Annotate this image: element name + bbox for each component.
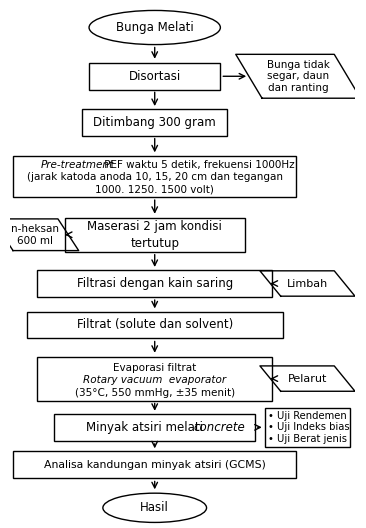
Text: Minyak atsiri melati: Minyak atsiri melati bbox=[86, 421, 206, 434]
Text: • Uji Indeks bias: • Uji Indeks bias bbox=[268, 422, 350, 432]
Bar bbox=[265, 408, 350, 447]
Bar bbox=[89, 63, 220, 90]
Text: concrete: concrete bbox=[193, 421, 245, 434]
Bar bbox=[13, 156, 296, 197]
Bar bbox=[65, 218, 244, 252]
Bar bbox=[27, 312, 283, 338]
Text: Maserasi 2 jam kondisi
tertutup: Maserasi 2 jam kondisi tertutup bbox=[87, 220, 222, 250]
Text: • Uji Berat jenis: • Uji Berat jenis bbox=[268, 433, 347, 444]
Bar bbox=[82, 109, 227, 136]
Bar bbox=[37, 356, 272, 401]
Text: (35°C, 550 mmHg, ±35 menit): (35°C, 550 mmHg, ±35 menit) bbox=[75, 388, 235, 398]
Text: Analisa kandungan minyak atsiri (GCMS): Analisa kandungan minyak atsiri (GCMS) bbox=[44, 460, 266, 470]
Text: Evaporasi filtrat: Evaporasi filtrat bbox=[113, 363, 196, 373]
Text: Hasil: Hasil bbox=[140, 501, 169, 514]
Text: (jarak katoda anoda 10, 15, 20 cm dan tegangan: (jarak katoda anoda 10, 15, 20 cm dan te… bbox=[27, 173, 283, 183]
Text: Disortasi: Disortasi bbox=[128, 70, 181, 83]
Text: Pelarut: Pelarut bbox=[288, 374, 327, 383]
Text: Rotary vacuum  evaporator: Rotary vacuum evaporator bbox=[83, 375, 226, 385]
Text: Pre-treatment: Pre-treatment bbox=[41, 161, 114, 170]
Text: Bunga tidak
segar, daun
dan ranting: Bunga tidak segar, daun dan ranting bbox=[267, 60, 329, 93]
Text: PEF waktu 5 detik, frekuensi 1000Hz: PEF waktu 5 detik, frekuensi 1000Hz bbox=[101, 161, 295, 170]
Bar bbox=[13, 451, 296, 478]
Text: 1000. 1250. 1500 volt): 1000. 1250. 1500 volt) bbox=[95, 185, 214, 195]
Bar bbox=[55, 414, 255, 441]
Text: • Uji Rendemen: • Uji Rendemen bbox=[268, 411, 347, 421]
Text: Filtrasi dengan kain saring: Filtrasi dengan kain saring bbox=[76, 277, 233, 290]
Text: Filtrat (solute dan solvent): Filtrat (solute dan solvent) bbox=[76, 318, 233, 332]
Bar bbox=[37, 270, 272, 297]
Text: Limbah: Limbah bbox=[287, 278, 328, 288]
Text: n-heksan
600 ml: n-heksan 600 ml bbox=[11, 224, 60, 246]
Text: Ditimbang 300 gram: Ditimbang 300 gram bbox=[93, 116, 216, 129]
Text: Bunga Melati: Bunga Melati bbox=[116, 21, 194, 34]
